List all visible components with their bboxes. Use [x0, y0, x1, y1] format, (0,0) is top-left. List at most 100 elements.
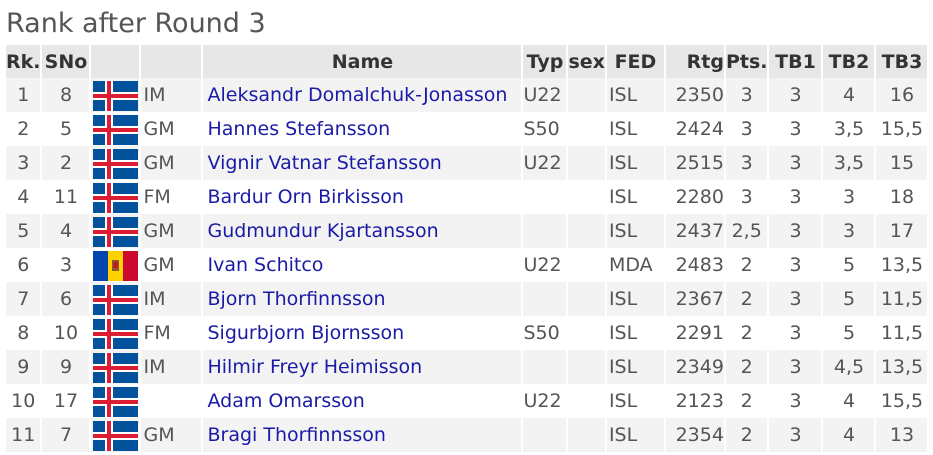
sno-cell: 9: [42, 350, 90, 384]
sex-cell: [568, 146, 605, 180]
fed-cell: ISL: [606, 214, 664, 248]
iceland-flag: [91, 81, 139, 111]
tb3-cell: 15,5: [876, 384, 928, 418]
iceland-flag: [91, 319, 139, 349]
player-name-cell: Bjorn Thorfinnsson: [203, 282, 522, 316]
player-link[interactable]: Ivan Schitco: [207, 254, 324, 276]
fed-cell: ISL: [606, 384, 664, 418]
player-title-cell: GM: [141, 248, 202, 282]
player-link[interactable]: Gudmundur Kjartansson: [207, 220, 439, 242]
tb2-cell: 3: [823, 214, 875, 248]
player-link[interactable]: Aleksandr Domalchuk-Jonasson: [207, 84, 508, 106]
tb2-cell: 5: [823, 316, 875, 350]
tb3-cell: 18: [876, 180, 928, 214]
player-name-cell: Ivan Schitco: [203, 248, 522, 282]
player-name-cell: Bardur Orn Birkisson: [203, 180, 522, 214]
player-link[interactable]: Hilmir Freyr Heimisson: [207, 356, 423, 378]
player-link[interactable]: Bardur Orn Birkisson: [207, 186, 404, 208]
sno-cell: 4: [42, 214, 90, 248]
tb2-cell: 3,5: [823, 146, 875, 180]
rank-cell: 10: [6, 384, 41, 418]
tb2-cell: 4,5: [823, 350, 875, 384]
points-cell: 3: [725, 112, 768, 146]
header-flag: [91, 45, 140, 78]
player-name-cell: Hilmir Freyr Heimisson: [203, 350, 522, 384]
table-row: 1 8 IM Aleksandr Domalchuk-Jonasson U22 ISL 23…: [6, 78, 928, 112]
rating-cell: 2515: [665, 146, 724, 180]
tb2-cell: 4: [823, 78, 875, 112]
iceland-flag: [91, 217, 139, 247]
header-tb2: TB2: [823, 45, 875, 78]
typ-cell: U22: [523, 248, 567, 282]
typ-cell: [523, 350, 567, 384]
fed-cell: ISL: [606, 282, 664, 316]
points-cell: 2: [725, 248, 768, 282]
standings-table: Rk. SNo Name Typ sex FED Rtg Pts. TB1 TB…: [4, 45, 929, 452]
player-title-cell: GM: [141, 418, 202, 452]
typ-cell: S50: [523, 112, 567, 146]
table-row: 9 9 IM Hilmir Freyr Heimisson ISL 2349 2 3 4,5 13…: [6, 350, 928, 384]
rank-cell: 1: [6, 78, 41, 112]
points-cell: 2: [725, 316, 768, 350]
player-link[interactable]: Bjorn Thorfinnsson: [207, 288, 386, 310]
sno-cell: 2: [42, 146, 90, 180]
header-pts: Pts.: [725, 45, 768, 78]
tb1-cell: 3: [769, 350, 822, 384]
player-title-cell: GM: [141, 214, 202, 248]
tb3-cell: 11,5: [876, 282, 928, 316]
iceland-flag: [91, 183, 139, 213]
sno-cell: 10: [42, 316, 90, 350]
flag-cell: [91, 418, 140, 452]
fed-cell: ISL: [606, 316, 664, 350]
player-link[interactable]: Adam Omarsson: [207, 390, 365, 412]
typ-cell: U22: [523, 78, 567, 112]
tb3-cell: 15: [876, 146, 928, 180]
header-sno: SNo: [42, 45, 90, 78]
iceland-flag: [91, 387, 139, 417]
rating-cell: 2280: [665, 180, 724, 214]
rating-cell: 2424: [665, 112, 724, 146]
fed-cell: ISL: [606, 180, 664, 214]
tb3-cell: 15,5: [876, 112, 928, 146]
player-title-cell: IM: [141, 282, 202, 316]
table-row: 5 4 GM Gudmundur Kjartansson ISL 2437 2,5 3 3 17: [6, 214, 928, 248]
tb1-cell: 3: [769, 316, 822, 350]
table-row: 2 5 GM Hannes Stefansson S50 ISL 2424 3 3 3,5 15,5: [6, 112, 928, 146]
rating-cell: 2367: [665, 282, 724, 316]
tb3-cell: 13: [876, 418, 928, 452]
sex-cell: [568, 282, 605, 316]
rating-cell: 2350: [665, 78, 724, 112]
player-link[interactable]: Vignir Vatnar Stefansson: [207, 152, 442, 174]
player-name-cell: Adam Omarsson: [203, 384, 522, 418]
fed-cell: ISL: [606, 418, 664, 452]
fed-cell: ISL: [606, 146, 664, 180]
table-row: 8 10 FM Sigurbjorn Bjornsson S50 ISL 2291 2 3 5 11…: [6, 316, 928, 350]
iceland-flag: [91, 115, 139, 145]
flag-cell: [91, 316, 140, 350]
iceland-flag: [91, 421, 139, 451]
header-tb3: TB3: [876, 45, 928, 78]
flag-cell: [91, 78, 140, 112]
header-rtg: Rtg: [665, 45, 724, 78]
fed-cell: ISL: [606, 350, 664, 384]
player-name-cell: Aleksandr Domalchuk-Jonasson: [203, 78, 522, 112]
rating-cell: 2349: [665, 350, 724, 384]
player-name-cell: Gudmundur Kjartansson: [203, 214, 522, 248]
tb2-cell: 5: [823, 248, 875, 282]
typ-cell: U22: [523, 146, 567, 180]
sno-cell: 3: [42, 248, 90, 282]
sex-cell: [568, 78, 605, 112]
rating-cell: 2291: [665, 316, 724, 350]
points-cell: 2: [725, 418, 768, 452]
sex-cell: [568, 180, 605, 214]
iceland-flag: [91, 285, 139, 315]
tb1-cell: 3: [769, 214, 822, 248]
player-link[interactable]: Bragi Thorfinnsson: [207, 424, 386, 446]
player-link[interactable]: Hannes Stefansson: [207, 118, 391, 140]
player-link[interactable]: Sigurbjorn Bjornsson: [207, 322, 405, 344]
rank-cell: 11: [6, 418, 41, 452]
typ-cell: U22: [523, 384, 567, 418]
player-title-cell: GM: [141, 146, 202, 180]
rank-cell: 3: [6, 146, 41, 180]
flag-cell: [91, 350, 140, 384]
